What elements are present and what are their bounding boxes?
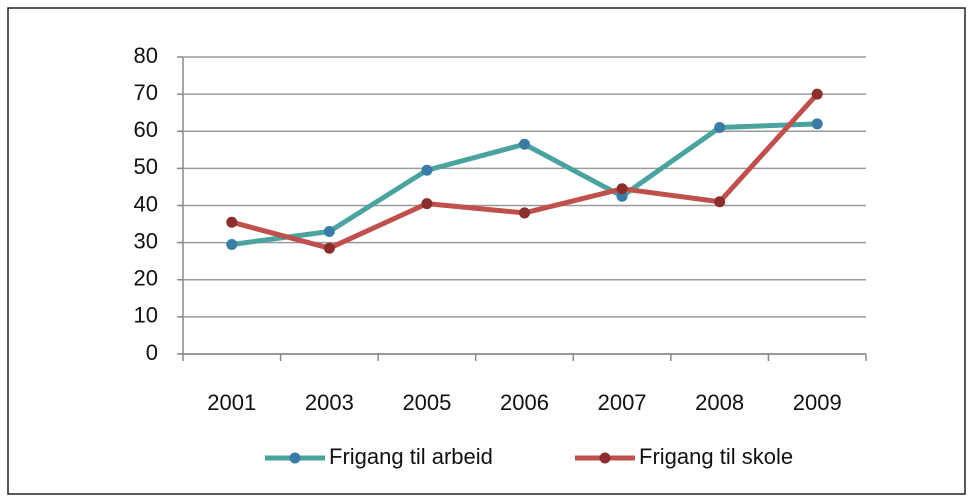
point [421, 198, 433, 210]
point [226, 238, 238, 250]
y-tick-label: 30 [134, 228, 158, 253]
y-tick-label: 40 [134, 191, 158, 216]
point [714, 122, 726, 134]
x-tick-label: 2008 [695, 390, 744, 415]
point [323, 242, 335, 254]
y-tick-label: 60 [134, 117, 158, 142]
x-tick-label: 2005 [402, 390, 451, 415]
y-tick-label: 70 [134, 80, 158, 105]
legend-label: Frigang til skole [639, 444, 793, 469]
x-tick-label: 2009 [793, 390, 842, 415]
point [226, 216, 238, 228]
point [616, 183, 628, 195]
x-tick-label: 2006 [500, 390, 549, 415]
legend-marker [289, 452, 301, 464]
point [421, 164, 433, 176]
chart-frame [7, 7, 966, 495]
y-tick-label: 50 [134, 154, 158, 179]
point [519, 207, 530, 219]
legend-marker [599, 452, 611, 464]
y-tick-label: 10 [134, 303, 158, 328]
point [811, 88, 823, 100]
x-tick-label: 2001 [207, 390, 256, 415]
point [811, 118, 823, 130]
x-tick-label: 2003 [305, 390, 354, 415]
legend-label: Frigang til arbeid [329, 444, 493, 469]
x-tick-label: 2007 [598, 390, 647, 415]
y-tick-label: 80 [134, 43, 158, 68]
point [519, 138, 530, 150]
point [714, 196, 726, 208]
point [323, 225, 335, 237]
y-tick-label: 0 [146, 340, 158, 365]
y-tick-label: 20 [134, 266, 158, 291]
